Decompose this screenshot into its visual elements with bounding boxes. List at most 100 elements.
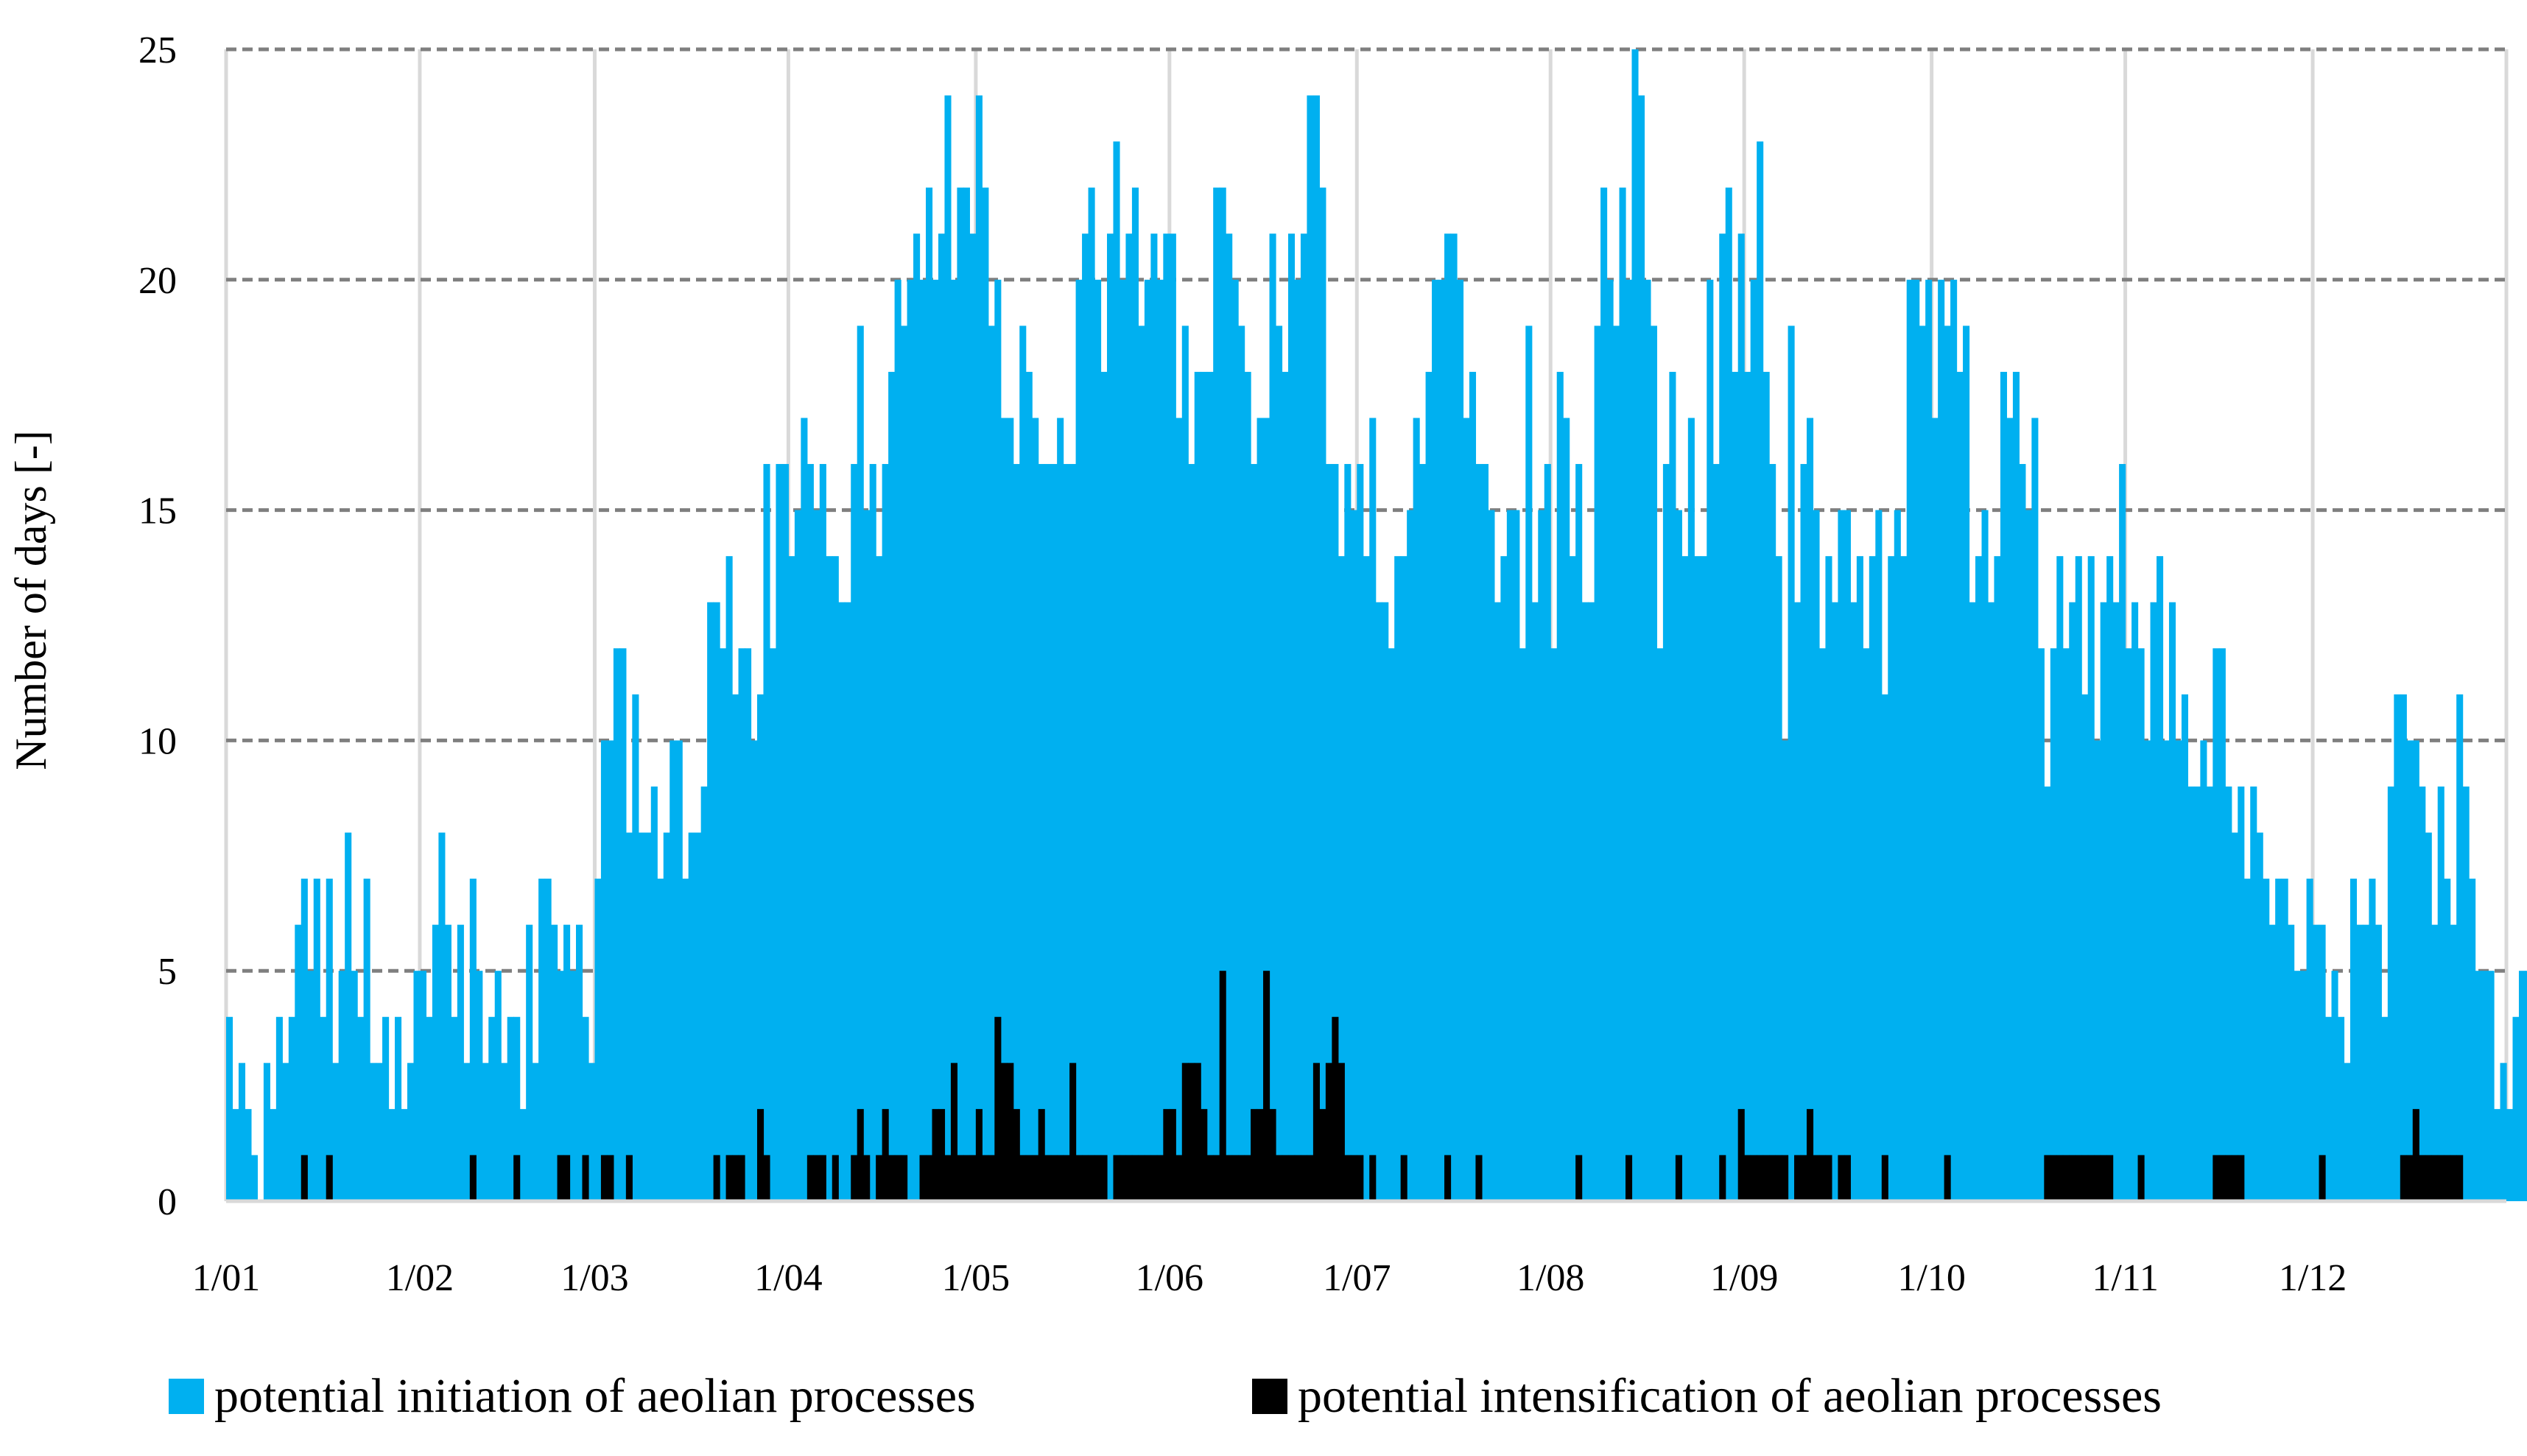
bar-initiation <box>1818 648 1827 1201</box>
bar-initiation <box>1519 648 1526 1201</box>
bar-intensification <box>1044 1155 1052 1201</box>
bar-intensification <box>1244 1155 1251 1201</box>
y-tick-label: 0 <box>158 1181 177 1223</box>
bar-initiation <box>2369 879 2376 1201</box>
bar-initiation <box>376 1063 383 1201</box>
bar-initiation <box>2356 924 2363 1201</box>
x-tick-label: 1/08 <box>1516 1257 1584 1299</box>
bar-initiation <box>607 740 614 1201</box>
bar-intensification <box>1082 1155 1089 1201</box>
y-axis-label: Number of days [-] <box>7 430 55 770</box>
bar-initiation <box>1806 418 1814 1201</box>
bar-initiation <box>2288 924 2295 1201</box>
bar-initiation <box>1394 556 1402 1201</box>
bar-initiation <box>1856 556 1863 1201</box>
bar-initiation <box>2487 971 2495 1201</box>
bar-intensification <box>882 1108 889 1201</box>
bar-initiation <box>1544 464 1551 1201</box>
bar-intensification <box>1169 1108 1176 1201</box>
bar-initiation <box>1981 510 1989 1201</box>
bar-initiation <box>2268 924 2276 1201</box>
bar-initiation <box>1913 279 1920 1201</box>
bar-initiation <box>1481 464 1489 1201</box>
bar-initiation <box>295 924 302 1201</box>
bar-initiation <box>2119 464 2126 1201</box>
bar-initiation <box>1013 464 1020 1201</box>
bar-initiation <box>1563 418 1570 1201</box>
bar-initiation <box>1094 279 1102 1201</box>
bar-initiation <box>1138 326 1145 1201</box>
bar-initiation <box>395 1016 402 1201</box>
bar-intensification <box>982 1155 989 1201</box>
bar-initiation <box>1456 279 1464 1201</box>
bar-initiation <box>1769 464 1776 1201</box>
bar-initiation <box>756 694 765 1201</box>
bar-intensification <box>563 1155 571 1201</box>
bar-initiation <box>2225 786 2232 1201</box>
bar-initiation <box>975 95 983 1201</box>
bar-intensification <box>1737 1108 1745 1201</box>
bar-initiation <box>1956 371 1964 1201</box>
bar-initiation <box>1925 279 1933 1201</box>
bar-initiation <box>982 187 989 1202</box>
bar-initiation <box>1463 418 1470 1201</box>
bar-initiation <box>463 1063 471 1201</box>
bar-initiation <box>1719 233 1726 1201</box>
bar-initiation <box>2100 602 2107 1201</box>
bar-initiation <box>551 924 558 1201</box>
bar-initiation <box>1875 510 1883 1201</box>
bar-initiation <box>1631 49 1639 1201</box>
bar-initiation <box>1063 464 1070 1201</box>
bar-initiation <box>2469 879 2476 1201</box>
bar-intensification <box>1231 1155 1239 1201</box>
bar-initiation <box>1069 464 1077 1201</box>
bar-initiation <box>357 1016 365 1201</box>
bar-initiation <box>638 832 645 1201</box>
bar-intensification <box>1175 1155 1183 1201</box>
bar-initiation <box>226 1016 233 1201</box>
bar-intensification <box>1119 1155 1127 1201</box>
y-tick-label: 10 <box>138 720 177 762</box>
bar-initiation <box>1050 464 1058 1201</box>
bar-initiation <box>544 879 552 1201</box>
bar-initiation <box>1226 233 1233 1201</box>
bar-initiation <box>1194 371 1201 1201</box>
bar-initiation <box>1219 187 1226 1202</box>
x-tick-label: 1/05 <box>942 1257 1010 1299</box>
bar-intensification <box>513 1155 521 1201</box>
bar-intensification <box>1312 1063 1320 1201</box>
bar-intensification <box>1344 1155 1352 1201</box>
bar-initiation <box>2362 924 2369 1201</box>
bar-initiation <box>1844 510 1851 1201</box>
bar-initiation <box>2031 418 2039 1201</box>
bar-intensification <box>732 1155 739 1201</box>
bar-initiation <box>1869 556 1876 1201</box>
bar-initiation <box>2200 740 2207 1201</box>
bar-initiation <box>2475 971 2482 1201</box>
bar-initiation <box>813 510 820 1201</box>
bar-initiation <box>1350 510 1357 1201</box>
bar-initiation <box>788 556 795 1201</box>
bar-initiation <box>1032 418 1039 1201</box>
bar-initiation <box>2512 1016 2520 1201</box>
bar-intensification <box>1025 1155 1033 1201</box>
bar-initiation <box>1881 694 1888 1201</box>
bar-initiation <box>1156 279 1164 1201</box>
bar-initiation <box>245 1108 252 1201</box>
bar-intensification <box>713 1155 720 1201</box>
x-tick-label: 1/06 <box>1136 1257 1203 1299</box>
bar-initiation <box>2344 1063 2351 1201</box>
bar-initiation <box>720 648 727 1201</box>
bar-initiation <box>738 648 745 1201</box>
bar-initiation <box>320 1016 327 1201</box>
bar-initiation <box>2306 879 2313 1201</box>
bar-initiation <box>370 1063 377 1201</box>
bar-initiation <box>1169 233 1176 1201</box>
bar-initiation <box>250 1155 259 1201</box>
bar-initiation <box>2381 1016 2389 1201</box>
bar-initiation <box>688 832 695 1201</box>
bar-initiation <box>926 187 933 1202</box>
bar-intensification <box>2050 1155 2057 1201</box>
bar-initiation <box>1994 556 2001 1201</box>
bar-initiation <box>700 786 708 1201</box>
